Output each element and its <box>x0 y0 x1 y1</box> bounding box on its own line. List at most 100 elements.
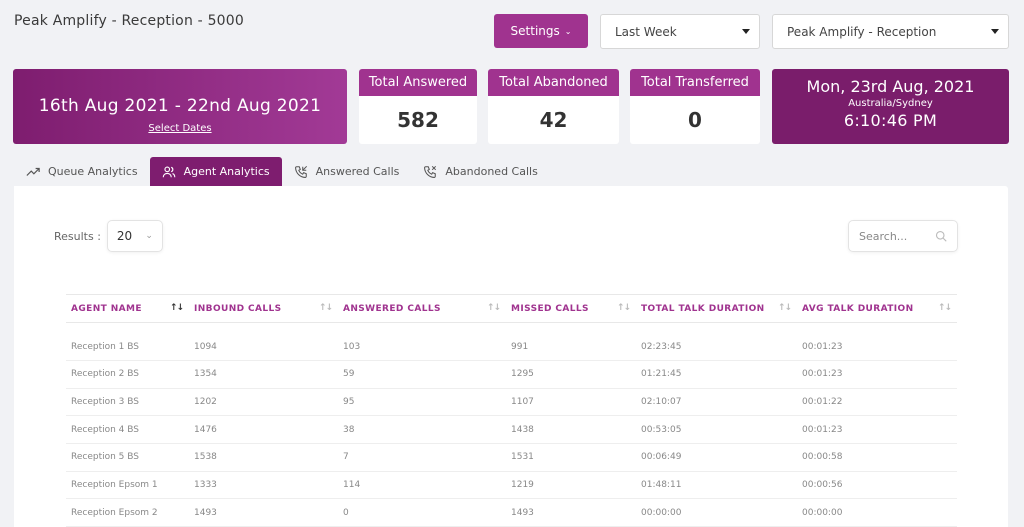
queue-value: Peak Amplify - Reception <box>787 24 937 39</box>
sort-icon: ↑↓ <box>937 303 952 313</box>
cell-inbound-calls: 1493 <box>189 498 338 527</box>
total-transferred-label: Total Transferred <box>630 69 760 96</box>
cell-avg-talk-duration: 00:01:23 <box>797 415 957 445</box>
table-row: Reception 4 BS 1476 38 1438 00:53:05 00:… <box>66 415 957 445</box>
cell-answered-calls: 95 <box>338 388 506 417</box>
table-row: Reception Epsom 2 1493 0 1493 00:00:00 0… <box>66 498 957 527</box>
total-answered-value: 582 <box>397 108 439 132</box>
cell-inbound-calls: 1333 <box>189 471 338 500</box>
column-header-total-talk-duration[interactable]: TOTAL TALK DURATION ↑↓ <box>636 294 797 323</box>
total-answered-label: Total Answered <box>359 69 477 96</box>
cell-inbound-calls: 1094 <box>189 322 338 361</box>
cell-answered-calls: 59 <box>338 360 506 389</box>
cell-inbound-calls: 1354 <box>189 360 338 389</box>
results-label: Results : <box>54 229 101 243</box>
column-header-inbound-calls[interactable]: INBOUND CALLS ↑↓ <box>189 294 338 323</box>
cell-agent-name: Reception Epsom 2 <box>66 498 189 527</box>
total-transferred-card: Total Transferred 0 <box>630 69 760 144</box>
queue-select[interactable]: Peak Amplify - Reception <box>772 14 1009 49</box>
total-abandoned-label: Total Abandoned <box>488 69 619 96</box>
sort-icon: ↑↓ <box>318 303 333 313</box>
cell-agent-name: Reception 3 BS <box>66 388 189 417</box>
cell-answered-calls: 38 <box>338 415 506 445</box>
column-header-avg-talk-duration[interactable]: AVG TALK DURATION ↑↓ <box>797 294 957 323</box>
page-title: Peak Amplify - Reception - 5000 <box>14 13 245 29</box>
caret-down-icon <box>991 29 999 34</box>
settings-label: Settings <box>510 24 560 38</box>
cell-inbound-calls: 1476 <box>189 415 338 445</box>
cell-agent-name: Reception 2 BS <box>66 360 189 389</box>
search-box <box>848 220 958 252</box>
cell-missed-calls: 991 <box>506 322 636 361</box>
column-header-answered-calls[interactable]: ANSWERED CALLS ↑↓ <box>338 294 506 323</box>
cell-total-talk-duration: 00:06:49 <box>636 443 797 472</box>
phone-incoming-icon <box>294 165 307 178</box>
cell-answered-calls: 114 <box>338 471 506 500</box>
total-abandoned-card: Total Abandoned 42 <box>488 69 619 144</box>
sort-icon: ↑↓ <box>486 303 501 313</box>
phone-missed-icon <box>424 165 437 178</box>
cell-answered-calls: 0 <box>338 498 506 527</box>
clock-time: 6:10:46 PM <box>843 111 938 130</box>
tab-label: Queue Analytics <box>48 165 138 178</box>
clock-date: Mon, 23rd Aug, 2021 <box>806 77 975 96</box>
tab-label: Abandoned Calls <box>445 165 538 178</box>
tab-queue-analytics[interactable]: Queue Analytics <box>14 157 150 186</box>
column-header-agent-name[interactable]: AGENT NAME ↑↓ <box>66 294 189 323</box>
clock-timezone: Australia/Sydney <box>848 98 933 109</box>
agent-table: AGENT NAME ↑↓ INBOUND CALLS ↑↓ ANSWERED CA… <box>66 294 957 527</box>
agent-analytics-panel: Results : 20 ⌄ AGENT NAME↑↓ INBOUND CALL… <box>14 186 1008 527</box>
clock-card: Mon, 23rd Aug, 2021 Australia/Sydney 6:1… <box>772 69 1009 144</box>
search-icon[interactable] <box>935 230 947 242</box>
cell-avg-talk-duration: 00:00:58 <box>797 443 957 472</box>
cell-avg-talk-duration: 00:01:22 <box>797 388 957 417</box>
results-per-page-select[interactable]: 20 ⌄ <box>106 220 163 252</box>
sort-icon: ↑↓ <box>616 303 631 313</box>
tab-agent-analytics[interactable]: Agent Analytics <box>149 157 282 186</box>
cell-avg-talk-duration: 00:00:00 <box>797 498 957 527</box>
tab-label: Answered Calls <box>315 165 400 178</box>
date-range-value: Last Week <box>615 24 677 39</box>
date-range-text: 16th Aug 2021 - 22nd Aug 2021 <box>38 96 322 116</box>
table-row: Reception Epsom 1 1333 114 1219 01:48:11… <box>66 471 957 500</box>
cell-total-talk-duration: 02:23:45 <box>636 322 797 361</box>
trend-icon <box>26 167 40 176</box>
date-range-card: 16th Aug 2021 - 22nd Aug 2021 Select Dat… <box>13 69 347 144</box>
cell-total-talk-duration: 00:00:00 <box>636 498 797 527</box>
sort-icon: ↑↓ <box>777 303 792 313</box>
cell-total-talk-duration: 01:21:45 <box>636 360 797 389</box>
date-range-select[interactable]: Last Week <box>600 14 760 49</box>
cell-missed-calls: 1219 <box>506 471 636 500</box>
cell-total-talk-duration: 01:48:11 <box>636 471 797 500</box>
cell-agent-name: Reception 5 BS <box>66 443 189 472</box>
settings-button[interactable]: Settings ⌄ <box>494 14 588 48</box>
cell-missed-calls: 1493 <box>506 498 636 527</box>
chevron-down-icon: ⌄ <box>145 231 153 241</box>
cell-agent-name: Reception 4 BS <box>66 415 189 445</box>
table-row: Reception 2 BS 1354 59 1295 01:21:45 00:… <box>66 360 957 389</box>
cell-missed-calls: 1295 <box>506 360 636 389</box>
tab-abandoned-calls[interactable]: Abandoned Calls <box>411 157 549 186</box>
table-row: Reception 5 BS 1538 7 1531 00:06:49 00:0… <box>66 443 957 472</box>
sort-asc-icon: ↑↓ <box>169 303 184 313</box>
cell-missed-calls: 1107 <box>506 388 636 417</box>
total-transferred-value: 0 <box>688 108 702 132</box>
cell-avg-talk-duration: 00:00:56 <box>797 471 957 500</box>
search-input[interactable] <box>859 229 929 243</box>
cell-total-talk-duration: 00:53:05 <box>636 415 797 445</box>
cell-answered-calls: 7 <box>338 443 506 472</box>
cell-avg-talk-duration: 00:01:23 <box>797 360 957 389</box>
cell-answered-calls: 103 <box>338 322 506 361</box>
cell-agent-name: Reception 1 BS <box>66 322 189 361</box>
tab-bar: Queue Analytics Agent Analytics Answered… <box>14 157 550 186</box>
cell-missed-calls: 1438 <box>506 415 636 445</box>
select-dates-link[interactable]: Select Dates <box>148 123 212 134</box>
tab-answered-calls[interactable]: Answered Calls <box>282 157 412 186</box>
column-header-missed-calls[interactable]: MISSED CALLS ↑↓ <box>506 294 636 323</box>
table-row: Reception 1 BS 1094 103 991 02:23:45 00:… <box>66 322 957 361</box>
chevron-down-icon: ⌄ <box>564 26 572 36</box>
cell-avg-talk-duration: 00:01:23 <box>797 322 957 361</box>
caret-down-icon <box>742 29 750 34</box>
results-control: Results : 20 ⌄ <box>54 220 163 252</box>
total-abandoned-value: 42 <box>539 108 568 132</box>
